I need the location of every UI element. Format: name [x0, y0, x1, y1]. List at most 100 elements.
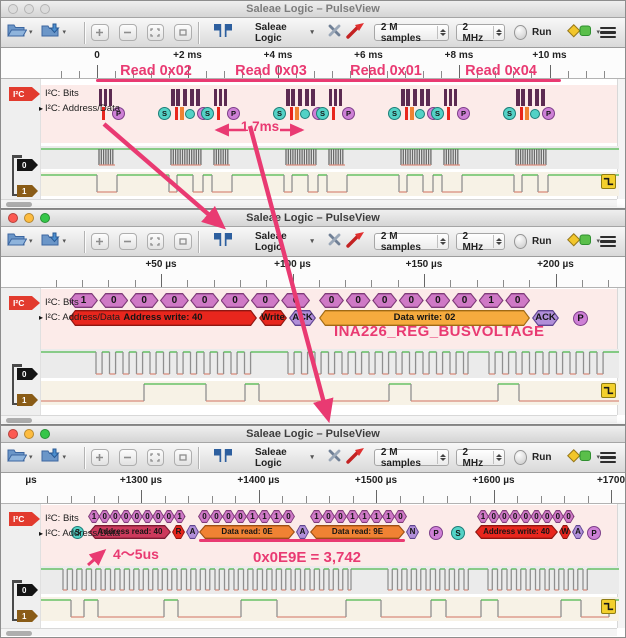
- menu-button[interactable]: [600, 24, 616, 41]
- channel-1-trace[interactable]: [41, 597, 619, 621]
- i2c-frame-token: [300, 108, 310, 119]
- device-config-button[interactable]: [327, 23, 342, 43]
- falling-edge-trigger-icon[interactable]: [601, 599, 616, 614]
- open-file-button[interactable]: ▾: [7, 23, 33, 43]
- zoom-one-button[interactable]: [174, 449, 193, 466]
- open-file-button[interactable]: ▾: [7, 232, 33, 252]
- folder-save-icon: [41, 232, 61, 252]
- hscrollbar-thumb[interactable]: [6, 630, 32, 636]
- channel-0-trace[interactable]: [41, 146, 619, 169]
- channel-1-trace[interactable]: [41, 381, 619, 405]
- falling-edge-trigger-icon[interactable]: [601, 383, 616, 398]
- probe-button[interactable]: [346, 22, 366, 44]
- samples-select[interactable]: 2 M samples: [373, 231, 449, 253]
- device-select[interactable]: Saleae Logic ▾: [255, 447, 314, 469]
- cursors-button[interactable]: [211, 23, 235, 43]
- channel-0-tag[interactable]: 0: [17, 368, 38, 380]
- disclosure-icon[interactable]: ▸: [39, 313, 44, 322]
- channel-1-tag[interactable]: 1: [17, 185, 38, 197]
- maximize-button[interactable]: [40, 4, 50, 14]
- maximize-button[interactable]: [40, 213, 50, 223]
- disclosure-icon[interactable]: ▸: [39, 529, 44, 538]
- probe-button[interactable]: [346, 447, 366, 469]
- titlebar[interactable]: Saleae Logic – PulseView: [1, 426, 625, 443]
- close-button[interactable]: [8, 429, 18, 439]
- timeline-ruler[interactable]: 0 +2 ms +4 ms +6 ms +8 ms +10 ms: [1, 48, 625, 79]
- i2c-bus-tag[interactable]: I²C: [9, 512, 40, 526]
- save-file-button[interactable]: ▾: [41, 232, 66, 252]
- device-config-button[interactable]: [327, 232, 342, 252]
- hscrollbar-thumb[interactable]: [6, 417, 32, 423]
- zoom-in-button[interactable]: [90, 449, 109, 466]
- probe-button[interactable]: [346, 231, 366, 253]
- window-title: Saleae Logic – PulseView: [246, 428, 380, 440]
- add-decoder-button[interactable]: ▾: [567, 22, 600, 44]
- close-button[interactable]: [8, 213, 18, 223]
- zoom-one-button[interactable]: [174, 24, 193, 41]
- run-button[interactable]: [514, 25, 528, 40]
- channel-0-trace[interactable]: [41, 349, 619, 378]
- run-button[interactable]: [514, 234, 528, 249]
- i2c-bus-tag[interactable]: I²C: [9, 87, 40, 101]
- addr-row-label[interactable]: ▸ I²C: Address/Data: [39, 528, 120, 539]
- zoom-fit-button[interactable]: [146, 233, 165, 250]
- device-select[interactable]: Saleae Logic ▾: [255, 231, 314, 253]
- rate-select[interactable]: 2 MHz: [455, 22, 506, 44]
- horizontal-scrollbar[interactable]: [1, 628, 617, 636]
- i2c-bus-tag[interactable]: I²C: [9, 296, 40, 310]
- channel-0-tag[interactable]: 0: [17, 584, 38, 596]
- minimize-button[interactable]: [24, 213, 34, 223]
- open-file-button[interactable]: ▾: [7, 448, 33, 468]
- bits-row-label[interactable]: I²C: Bits: [45, 88, 79, 99]
- horizontal-scrollbar[interactable]: [1, 199, 617, 207]
- device-config-button[interactable]: [327, 448, 342, 468]
- rate-select[interactable]: 2 MHz: [455, 447, 506, 469]
- menu-button[interactable]: [600, 233, 616, 250]
- maximize-button[interactable]: [40, 429, 50, 439]
- minimize-button[interactable]: [24, 429, 34, 439]
- vertical-scrollbar[interactable]: [617, 79, 625, 199]
- falling-edge-trigger-icon[interactable]: [601, 174, 616, 189]
- save-file-button[interactable]: ▾: [41, 23, 66, 43]
- zoom-in-button[interactable]: [90, 233, 109, 250]
- add-decoder-button[interactable]: ▾: [567, 231, 600, 253]
- timeline-ruler[interactable]: µs +1300 µs +1400 µs +1500 µs +1600 µs +1700: [1, 473, 625, 504]
- zoom-out-button[interactable]: [118, 449, 137, 466]
- save-file-button[interactable]: ▾: [41, 448, 66, 468]
- bits-row-label[interactable]: I²C: Bits: [45, 297, 79, 308]
- timeline-ruler[interactable]: +50 µs +100 µs +150 µs +200 µs: [1, 257, 625, 288]
- channel-1-tag[interactable]: 1: [17, 610, 38, 622]
- bits-row-label[interactable]: I²C: Bits: [45, 513, 79, 524]
- titlebar[interactable]: Saleae Logic – PulseView: [1, 210, 625, 227]
- zoom-out-button[interactable]: [118, 24, 137, 41]
- samples-select[interactable]: 2 M samples: [373, 447, 449, 469]
- i2c-frame-token: ACK: [532, 310, 559, 326]
- addr-row-label[interactable]: ▸ I²C: Address/Data: [39, 103, 120, 114]
- cursors-button[interactable]: [211, 448, 235, 468]
- channel-1-tag[interactable]: 1: [17, 394, 38, 406]
- zoom-out-button[interactable]: [118, 233, 137, 250]
- cursors-button[interactable]: [211, 232, 235, 252]
- zoom-fit-button[interactable]: [146, 449, 165, 466]
- zoom-in-button[interactable]: [90, 24, 109, 41]
- run-button[interactable]: [514, 450, 528, 465]
- channel-0-tag[interactable]: 0: [17, 159, 38, 171]
- i2c-frame-token: P: [342, 107, 355, 120]
- addr-row-label[interactable]: ▸ I²C: Address/Data: [39, 312, 120, 323]
- channel-1-trace[interactable]: [41, 172, 619, 196]
- add-decoder-button[interactable]: ▾: [567, 447, 600, 469]
- hscrollbar-thumb[interactable]: [6, 201, 32, 207]
- samples-select[interactable]: 2 M samples: [373, 22, 449, 44]
- disclosure-icon[interactable]: ▸: [39, 104, 44, 113]
- menu-button[interactable]: [600, 449, 616, 466]
- i2c-bit-mark: [196, 89, 200, 106]
- rate-select[interactable]: 2 MHz: [455, 231, 506, 253]
- horizontal-scrollbar[interactable]: [1, 415, 617, 423]
- device-select[interactable]: Saleae Logic ▾: [255, 22, 314, 44]
- close-button[interactable]: [8, 4, 18, 14]
- zoom-fit-button[interactable]: [146, 24, 165, 41]
- minimize-button[interactable]: [24, 4, 34, 14]
- channel-0-trace[interactable]: [41, 566, 619, 594]
- titlebar[interactable]: Saleae Logic – PulseView: [1, 1, 625, 18]
- zoom-one-button[interactable]: [174, 233, 193, 250]
